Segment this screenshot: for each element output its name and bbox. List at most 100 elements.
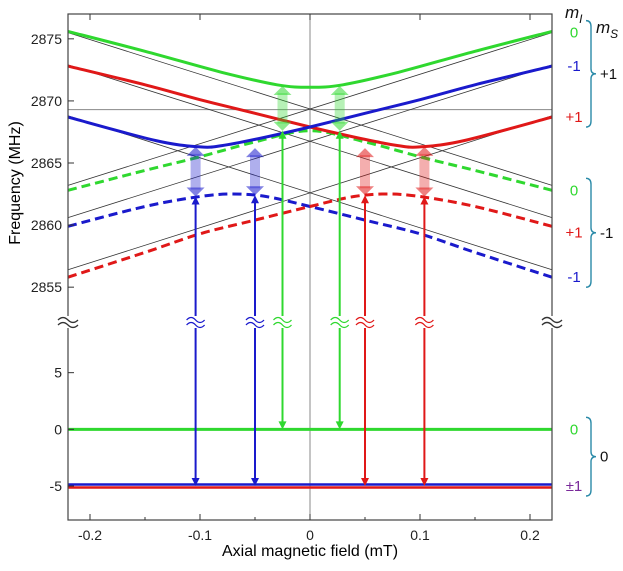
arrow-break-mark (414, 316, 434, 329)
x-tick-label-3: 0.1 (410, 527, 430, 543)
transition-3 (330, 86, 350, 430)
rf-arrow-head-down (330, 121, 349, 131)
y-lower-tick-label-0: -5 (50, 478, 63, 494)
transition-4 (355, 148, 375, 486)
mw-arrow-head-up (335, 130, 344, 139)
upper-group-ml-2: +1 (565, 109, 582, 126)
arrow-break-gap (415, 316, 434, 328)
transition-5 (414, 146, 434, 486)
quantum-number-labels: mI mS 0 -1 +1 +1 0 +1 -1 -1 0 ±1 0 (565, 3, 618, 497)
rf-arrow-shaft (250, 155, 260, 189)
ml-header: mI (565, 3, 583, 26)
y-upper-tick-label-2: 2865 (31, 155, 62, 171)
arrow-break-gap (246, 316, 264, 328)
ms-minus1-blue-dashed-curve (67, 192, 553, 279)
mw-arrow-head-up (361, 195, 369, 204)
uncoupled-line-1 (67, 32, 553, 186)
uncoupled-line-3 (67, 64, 553, 219)
mw-arrow-head-down (191, 478, 200, 486)
mw-arrow-head-down (278, 421, 287, 430)
axis-break-gap-0 (58, 316, 78, 328)
ms-plus1-red-curve (67, 64, 553, 149)
grid-lines (68, 14, 552, 520)
axis-break-marks (57, 316, 563, 329)
middle-group-ml-0: 0 (570, 182, 578, 199)
y-axis-label: Frequency (MHz) (7, 121, 24, 245)
ms-header: mS (596, 18, 618, 41)
lower-group-bracket (585, 416, 597, 497)
rf-arrow-head-up (186, 146, 205, 156)
arrow-break-mark (245, 316, 265, 329)
rf-arrow-head-down (246, 186, 264, 196)
rf-arrow-shaft (277, 93, 288, 124)
rf-arrow-head-up (356, 148, 374, 158)
x-tick-label-2: 0 (306, 527, 314, 543)
x-tick-label-0: -0.2 (78, 527, 102, 543)
rf-arrow-head-down (415, 187, 434, 197)
upper-group-ml-0: 0 (570, 25, 578, 42)
mw-arrow-head-up (251, 195, 259, 204)
y-upper-tick-label-4: 2875 (31, 31, 62, 47)
y-lower-tick-label-1: 0 (54, 421, 62, 437)
mw-arrow-head-down (420, 478, 429, 486)
mw-arrow-head-up (278, 130, 287, 139)
mw-arrow-head-up (191, 196, 200, 205)
mw-arrow-head-up (420, 196, 429, 205)
ms-minus1-red-dashed-curve (67, 192, 553, 279)
arrow-break-mark (330, 316, 350, 329)
arrow-break-gap (356, 316, 374, 328)
axis-break-mark-1 (541, 316, 563, 329)
x-axis-label: Axial magnetic field (mT) (222, 543, 398, 560)
mw-arrow-head-down (251, 478, 259, 486)
transition-2 (273, 86, 292, 430)
y-upper-tick-label-0: 2855 (31, 279, 62, 295)
ms-header-sub: S (610, 27, 618, 41)
upper-group-bracket (585, 19, 597, 128)
arrow-break-gap (330, 316, 349, 328)
middle-group-ml-1: +1 (565, 225, 582, 242)
arrow-break-mark (273, 316, 292, 329)
rf-arrow-shaft (334, 93, 345, 124)
transition-arrows (186, 86, 434, 486)
rf-arrow-head-down (273, 121, 292, 131)
axis-ticks: -0.2 -0.1 0 0.1 0.2 2855 2860 2865 2870 2875 -5 0 5 (31, 14, 540, 543)
axis-break-gap-1 (542, 316, 562, 328)
ml-header-sub: I (579, 12, 583, 26)
rf-arrow-shaft (360, 155, 370, 189)
rf-arrow-head-down (356, 186, 374, 196)
middle-group-ml-2: -1 (567, 269, 580, 286)
mw-arrow-head-down (361, 478, 369, 486)
ms-minus1-green-dashed-curve (67, 129, 553, 192)
middle-group-ms-label: -1 (600, 225, 613, 242)
y-lower-tick-label-2: 5 (54, 365, 62, 381)
rf-arrow-head-up (415, 146, 434, 156)
mw-arrow-head-down (335, 421, 344, 430)
x-tick-label-4: 0.2 (520, 527, 540, 543)
transition-1 (245, 148, 265, 486)
arrow-break-mark (355, 316, 375, 329)
rf-arrow-head-up (330, 86, 349, 96)
ms-plus1-green-curve (67, 29, 553, 89)
lower-group-ms-label: 0 (600, 449, 608, 466)
y-upper-tick-label-1: 2860 (31, 217, 62, 233)
arrow-break-mark (186, 316, 206, 329)
rf-arrow-head-down (186, 187, 205, 197)
arrow-break-gap (186, 316, 205, 328)
energy-level-curves (67, 29, 553, 489)
uncoupled-line-5 (67, 115, 553, 271)
x-tick-label-1: -0.1 (188, 527, 212, 543)
rf-arrow-shaft (419, 153, 430, 190)
rf-arrow-head-up (246, 148, 264, 158)
transition-0 (186, 146, 206, 486)
lower-group-ml-0: 0 (570, 421, 578, 438)
rf-arrow-head-up (273, 86, 292, 96)
arrow-break-gap (273, 316, 292, 328)
upper-group-ml-1: -1 (567, 58, 580, 75)
lower-group-ml-1: ±1 (566, 478, 583, 495)
y-upper-tick-label-3: 2870 (31, 93, 62, 109)
uncoupled-energy-lines (67, 32, 553, 271)
middle-group-bracket (585, 177, 597, 288)
axis-break-mark-0 (57, 316, 79, 329)
upper-group-ms-label: +1 (600, 66, 617, 83)
